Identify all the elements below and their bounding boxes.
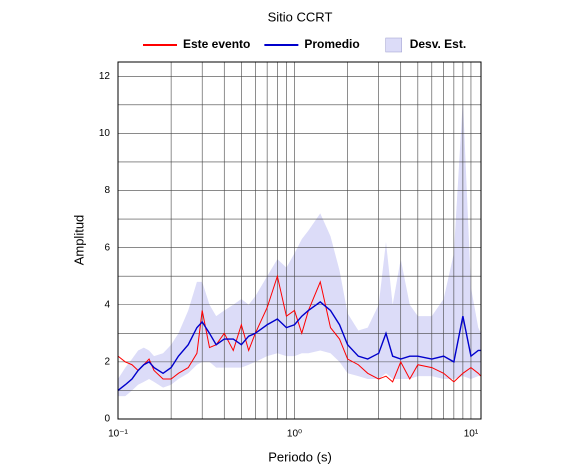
legend-label: Desv. Est. xyxy=(410,37,466,51)
y-tick-label: 0 xyxy=(104,414,110,425)
y-tick-label: 6 xyxy=(104,242,110,253)
chart-title: Sitio CCRT xyxy=(268,9,333,24)
series-line xyxy=(117,301,481,391)
x-axis-label: Periodo (s) xyxy=(268,449,332,464)
x-tick-label: 10⁰ xyxy=(287,429,302,440)
y-tick-label: 4 xyxy=(104,299,110,310)
legend-label: Promedio xyxy=(304,37,359,51)
plot-frame xyxy=(117,61,482,420)
x-tick-label: 10¹ xyxy=(464,429,479,440)
y-tick-label: 8 xyxy=(104,185,110,196)
x-tick-label: 10⁻¹ xyxy=(108,429,128,440)
y-tick-label: 12 xyxy=(99,71,111,82)
legend-swatch xyxy=(385,37,402,53)
y-tick-label: 10 xyxy=(99,128,111,139)
legend-label: Este evento xyxy=(183,37,250,51)
y-tick-label: 2 xyxy=(104,357,110,368)
series-line xyxy=(117,274,482,383)
y-axis-label: Amplitud xyxy=(71,215,86,266)
